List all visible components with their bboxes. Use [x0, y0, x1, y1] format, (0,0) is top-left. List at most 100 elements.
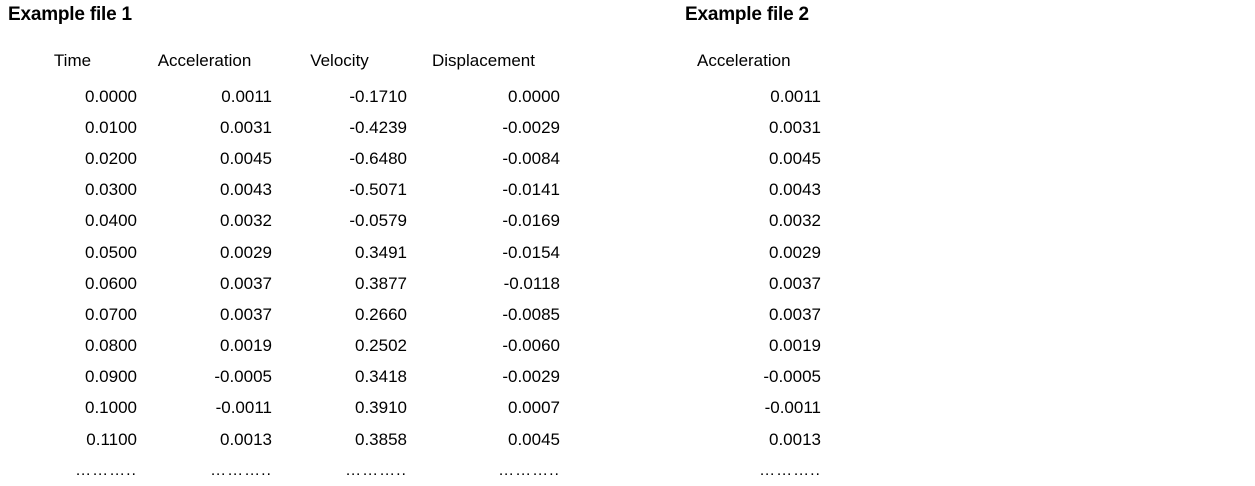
table-cell: -0.1710 — [349, 86, 407, 106]
ellipsis-cell: ……….. — [759, 461, 821, 479]
table-row: 0.0029 — [685, 237, 821, 268]
table-cell: 0.0000 — [85, 86, 137, 106]
table-cell: -0.0029 — [502, 117, 560, 137]
table-cell: 0.0300 — [85, 180, 137, 200]
table-row: -0.0005 — [685, 362, 821, 393]
table-cell: 0.3877 — [355, 273, 407, 293]
table-cell: 0.0043 — [769, 180, 821, 200]
ellipsis-cell: ……….. — [75, 461, 137, 479]
table-cell: -0.4239 — [349, 117, 407, 137]
table-cell: 0.0011 — [221, 86, 272, 106]
table-cell: 0.0007 — [508, 398, 560, 418]
table-row: 0.0045 — [685, 143, 821, 174]
table-cell: 0.2660 — [355, 304, 407, 324]
table-cell: 0.0011 — [770, 86, 821, 106]
header-row: Acceleration — [685, 41, 821, 81]
file2-title: Example file 2 — [685, 4, 809, 25]
file2-table: Acceleration 0.0011 0.0031 0.0045 0.0043 0.00… — [685, 41, 821, 486]
example-file-2-section: Example file 2 Acceleration 0.0011 0.0031 0… — [685, 0, 821, 486]
table-row: 0.0100 0.0031 -0.4239 -0.0029 — [8, 112, 560, 143]
table-cell: 0.0031 — [220, 117, 272, 137]
table-row: 0.0037 — [685, 299, 821, 330]
example-file-1-section: Example file 1 Time Acceleration Velocity D… — [8, 0, 560, 486]
table-cell: 0.0600 — [85, 273, 137, 293]
table-cell: -0.0005 — [763, 367, 821, 387]
table-row: 0.1000 -0.0011 0.3910 0.0007 — [8, 393, 560, 424]
table-cell: 0.3491 — [355, 242, 407, 262]
table-cell: 0.0029 — [220, 242, 272, 262]
table-row: 0.0300 0.0043 -0.5071 -0.0141 — [8, 175, 560, 206]
table-row: 0.0013 — [685, 424, 821, 455]
column-header: Velocity — [310, 51, 369, 70]
table-cell: -0.0579 — [349, 211, 407, 231]
table-row: 0.0000 0.0011 -0.1710 0.0000 — [8, 81, 560, 112]
table-cell: 0.0200 — [85, 148, 137, 168]
table-cell: 0.0019 — [769, 336, 821, 356]
column-header: Acceleration — [157, 51, 252, 70]
table-cell: 0.0013 — [220, 429, 272, 449]
table-row: -0.0011 — [685, 393, 821, 424]
table-cell: -0.0029 — [502, 367, 560, 387]
table-row: 0.0037 — [685, 268, 821, 299]
column-header: Acceleration — [697, 51, 791, 70]
table-cell: -0.6480 — [349, 148, 407, 168]
table-row: 0.0019 — [685, 331, 821, 362]
table-cell: -0.0060 — [502, 336, 560, 356]
table-cell: 0.3418 — [355, 367, 407, 387]
table-cell: 0.0043 — [220, 180, 272, 200]
table-row: 0.0200 0.0045 -0.6480 -0.0084 — [8, 143, 560, 174]
table-cell: 0.0019 — [220, 336, 272, 356]
table-cell: 0.0045 — [220, 148, 272, 168]
table-cell: 0.0045 — [769, 148, 821, 168]
table-cell: -0.5071 — [349, 180, 407, 200]
table-cell: -0.0005 — [214, 367, 272, 387]
table-row: 0.0043 — [685, 175, 821, 206]
table-cell: 0.0700 — [85, 304, 137, 324]
table-cell: 0.0032 — [769, 211, 821, 231]
table-cell: 0.2502 — [355, 336, 407, 356]
table-cell: 0.3858 — [355, 429, 407, 449]
table-cell: -0.0085 — [502, 304, 560, 324]
ellipsis-row: ……….. ……….. ……….. ……….. — [8, 455, 560, 486]
table-cell: 0.0500 — [85, 242, 137, 262]
table-cell: 0.1100 — [86, 429, 137, 449]
file1-title: Example file 1 — [8, 4, 132, 25]
file1-table: Time Acceleration Velocity Displacement 0.00… — [8, 41, 560, 486]
table-cell: 0.0100 — [85, 117, 137, 137]
table-cell: 0.0037 — [220, 304, 272, 324]
table-row: 0.0600 0.0037 0.3877 -0.0118 — [8, 268, 560, 299]
table-row: 0.0900 -0.0005 0.3418 -0.0029 — [8, 362, 560, 393]
table-cell: 0.0032 — [220, 211, 272, 231]
column-header: Displacement — [432, 51, 535, 70]
table-cell: -0.0169 — [502, 211, 560, 231]
table-row: 0.0400 0.0032 -0.0579 -0.0169 — [8, 206, 560, 237]
table-cell: -0.0011 — [215, 398, 272, 418]
table-cell: 0.0000 — [508, 86, 560, 106]
table-cell: -0.0141 — [502, 180, 560, 200]
ellipsis-cell: ……….. — [210, 461, 272, 479]
table-cell: -0.0011 — [764, 398, 821, 418]
table-cell: 0.0400 — [85, 211, 137, 231]
table-cell: -0.0154 — [502, 242, 560, 262]
ellipsis-row: ……….. — [685, 455, 821, 486]
column-header: Time — [53, 51, 92, 70]
table-cell: 0.0045 — [508, 429, 560, 449]
table-cell: 0.0031 — [769, 117, 821, 137]
table-row: 0.1100 0.0013 0.3858 0.0045 — [8, 424, 560, 455]
table-cell: 0.1000 — [85, 398, 137, 418]
table-row: 0.0011 — [685, 81, 821, 112]
ellipsis-cell: ……….. — [498, 461, 560, 479]
table-cell: 0.0037 — [769, 273, 821, 293]
table-cell: 0.0037 — [220, 273, 272, 293]
table-row: 0.0800 0.0019 0.2502 -0.0060 — [8, 331, 560, 362]
ellipsis-cell: ……….. — [345, 461, 407, 479]
table-row: 0.0031 — [685, 112, 821, 143]
table-row: 0.0500 0.0029 0.3491 -0.0154 — [8, 237, 560, 268]
table-cell: 0.0900 — [85, 367, 137, 387]
table-cell: 0.3910 — [355, 398, 407, 418]
header-row: Time Acceleration Velocity Displacement — [8, 41, 560, 81]
table-cell: 0.0029 — [769, 242, 821, 262]
table-cell: -0.0118 — [503, 273, 560, 293]
table-cell: 0.0013 — [769, 429, 821, 449]
